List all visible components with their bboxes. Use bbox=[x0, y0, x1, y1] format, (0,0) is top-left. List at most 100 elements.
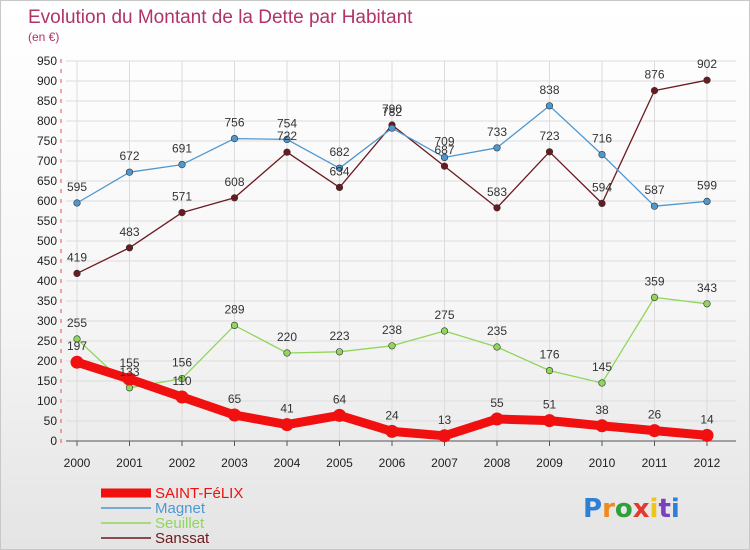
legend-label-seuillet: Seuillet bbox=[155, 515, 205, 532]
data-label-magnet: 754 bbox=[277, 116, 297, 130]
y-tick-label: 600 bbox=[37, 194, 57, 208]
x-tick-label: 2008 bbox=[484, 456, 511, 470]
data-label-sanssat: 483 bbox=[119, 225, 139, 239]
data-label-magnet: 709 bbox=[434, 134, 454, 148]
data-point-seuillet bbox=[598, 379, 606, 387]
data-label-saint-f-lix: 65 bbox=[228, 392, 242, 406]
data-point-sanssat bbox=[125, 244, 134, 252]
logo-letter: t bbox=[658, 494, 670, 524]
data-label-magnet: 587 bbox=[644, 183, 664, 197]
x-tick-label: 2001 bbox=[116, 456, 143, 470]
data-label-saint-f-lix: 38 bbox=[595, 403, 609, 417]
x-tick-label: 2000 bbox=[64, 456, 91, 470]
data-label-sanssat: 583 bbox=[487, 185, 507, 199]
data-label-saint-f-lix: 26 bbox=[648, 408, 662, 422]
data-point-saint-f-lix bbox=[490, 412, 504, 426]
data-point-saint-f-lix bbox=[648, 424, 661, 438]
data-label-seuillet: 238 bbox=[382, 323, 402, 337]
data-point-saint-f-lix bbox=[175, 390, 189, 404]
data-label-seuillet: 235 bbox=[487, 324, 507, 338]
data-label-magnet: 733 bbox=[487, 125, 507, 139]
logo-letter: i bbox=[650, 494, 659, 524]
data-point-seuillet bbox=[650, 293, 659, 302]
data-point-sanssat bbox=[73, 269, 81, 278]
data-label-seuillet: 156 bbox=[172, 356, 192, 370]
data-point-magnet bbox=[545, 102, 554, 110]
legend-label-sanssat: Sanssat bbox=[155, 530, 210, 547]
data-point-sanssat bbox=[545, 148, 554, 156]
x-tick-label: 2007 bbox=[431, 456, 458, 470]
axes: 0 50 100 150 200 250 300 350 400 450 500 550 600 650 7… bbox=[37, 54, 736, 470]
legend-label-saint-f-lix: SAINT-FéLIX bbox=[155, 485, 243, 502]
data-label-magnet: 599 bbox=[697, 178, 717, 192]
data-label-sanssat: 687 bbox=[434, 143, 454, 157]
data-label-seuillet: 275 bbox=[434, 308, 454, 322]
data-label-seuillet: 145 bbox=[592, 360, 612, 374]
logo-letter: r bbox=[602, 494, 615, 524]
data-point-magnet bbox=[493, 144, 501, 152]
data-point-magnet bbox=[230, 135, 239, 143]
value-labels: 419 483 571 608 722 634 790 687 583 723 594 876 902 5… bbox=[67, 57, 717, 427]
y-tick-label: 550 bbox=[37, 214, 57, 228]
x-tick-label: 2006 bbox=[379, 456, 406, 470]
data-point-sanssat bbox=[703, 76, 711, 84]
data-point-saint-f-lix bbox=[543, 414, 556, 428]
y-tick-label: 800 bbox=[37, 114, 57, 128]
data-label-seuillet: 133 bbox=[119, 365, 139, 379]
data-point-sanssat bbox=[335, 183, 344, 191]
data-label-magnet: 756 bbox=[224, 116, 244, 130]
data-point-seuillet bbox=[440, 327, 449, 335]
data-label-sanssat: 902 bbox=[697, 57, 717, 71]
y-tick-label: 700 bbox=[37, 154, 57, 168]
data-label-saint-f-lix: 110 bbox=[172, 374, 191, 388]
y-tick-label: 900 bbox=[37, 74, 57, 88]
y-tick-label: 400 bbox=[37, 274, 57, 288]
data-point-magnet bbox=[703, 197, 711, 205]
legend-label-magnet: Magnet bbox=[155, 500, 206, 517]
y-tick-label: 850 bbox=[37, 94, 57, 108]
data-point-saint-f-lix bbox=[228, 408, 241, 422]
y-tick-label: 50 bbox=[44, 414, 58, 428]
data-point-sanssat bbox=[493, 204, 501, 212]
logo-letter: i bbox=[671, 494, 680, 524]
data-label-seuillet: 220 bbox=[277, 330, 297, 344]
data-point-magnet bbox=[335, 164, 344, 172]
data-label-sanssat: 790 bbox=[382, 102, 402, 116]
data-point-seuillet bbox=[178, 375, 186, 383]
data-label-saint-f-lix: 64 bbox=[333, 392, 347, 406]
data-point-magnet bbox=[73, 199, 81, 207]
data-label-magnet: 716 bbox=[592, 132, 612, 146]
data-label-magnet: 672 bbox=[119, 149, 139, 163]
y-tick-label: 300 bbox=[37, 314, 57, 328]
x-tick-label: 2011 bbox=[642, 456, 668, 470]
data-point-seuillet bbox=[283, 349, 291, 357]
data-label-magnet: 782 bbox=[382, 105, 402, 119]
data-label-sanssat: 876 bbox=[644, 68, 664, 82]
data-point-seuillet bbox=[335, 348, 344, 356]
y-tick-label: 650 bbox=[37, 174, 57, 188]
data-label-seuillet: 289 bbox=[224, 302, 244, 316]
data-point-saint-f-lix bbox=[700, 428, 714, 442]
logo-letter: x bbox=[633, 494, 650, 524]
data-label-seuillet: 176 bbox=[539, 348, 559, 362]
y-tick-label: 250 bbox=[37, 334, 57, 348]
chart-title: Evolution du Montant de la Dette par Hab… bbox=[28, 7, 413, 28]
x-tick-label: 2010 bbox=[589, 456, 616, 470]
data-point-sanssat bbox=[598, 199, 606, 207]
data-label-sanssat: 608 bbox=[224, 175, 244, 189]
data-label-sanssat: 571 bbox=[172, 190, 192, 204]
proxiti-logo: Proxiti bbox=[583, 494, 680, 524]
y-tick-label: 750 bbox=[37, 134, 57, 148]
data-point-magnet bbox=[440, 153, 449, 161]
data-point-saint-f-lix bbox=[123, 372, 136, 386]
data-point-sanssat bbox=[178, 209, 186, 217]
data-label-seuillet: 223 bbox=[329, 329, 349, 343]
logo-letter: P bbox=[583, 494, 602, 524]
data-point-seuillet bbox=[230, 321, 239, 330]
data-point-magnet bbox=[125, 168, 134, 176]
data-point-sanssat bbox=[440, 162, 449, 170]
data-point-sanssat bbox=[283, 148, 291, 156]
data-label-sanssat: 723 bbox=[539, 129, 559, 143]
